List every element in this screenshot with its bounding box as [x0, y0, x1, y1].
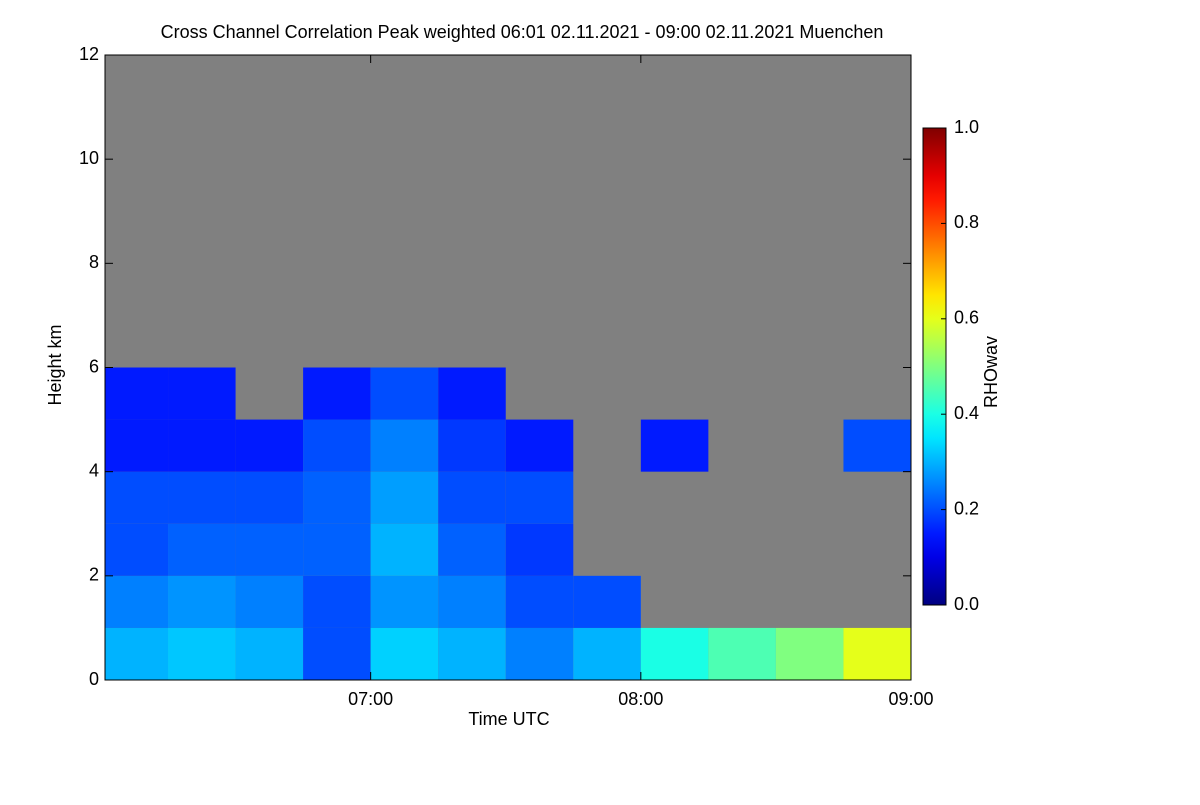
heatmap-cell: [505, 419, 574, 472]
heatmap-cell: [303, 523, 371, 576]
heatmap-cell: [370, 419, 439, 472]
colorbar-tick-label: 0.8: [954, 212, 979, 232]
heatmap-cell: [168, 471, 236, 524]
heatmap-cell: [708, 627, 776, 680]
heatmap-cell: [573, 627, 641, 680]
heatmap-cell: [303, 367, 371, 420]
heatmap-cell: [505, 471, 574, 524]
heatmap-cell: [775, 627, 844, 680]
y-tick-label: 0: [89, 669, 99, 689]
heatmap-cell: [370, 575, 439, 628]
heatmap-cell: [105, 627, 169, 680]
heatmap-cell: [235, 419, 304, 472]
heatmap-cell: [168, 523, 236, 576]
heatmap-cell: [303, 419, 371, 472]
x-tick-label: 08:00: [618, 689, 663, 709]
heatmap-cell: [105, 419, 169, 472]
heatmap-cell: [573, 575, 641, 628]
colorbar-tick-label: 0.0: [954, 594, 979, 614]
heatmap-cell: [168, 627, 236, 680]
heatmap-cell: [438, 471, 506, 524]
heatmap-cell: [370, 627, 439, 680]
heatmap-cell: [843, 627, 911, 680]
heatmap-cell: [370, 471, 439, 524]
heatmap-cell: [370, 367, 439, 420]
colorbar: [922, 127, 947, 606]
colorbar-tick-label: 1.0: [954, 117, 979, 137]
heatmap-cell: [505, 575, 574, 628]
x-axis-label: Time UTC: [468, 709, 549, 729]
x-tick-label: 07:00: [348, 689, 393, 709]
heatmap-cell: [105, 523, 169, 576]
heatmap-cell: [438, 575, 506, 628]
x-tick-label: 09:00: [888, 689, 933, 709]
heatmap-cell: [105, 575, 169, 628]
colorbar-label: RHOwav: [981, 336, 1001, 408]
heatmap-cell: [303, 627, 371, 680]
heatmap-cell: [640, 419, 709, 472]
y-tick-label: 8: [89, 252, 99, 272]
y-tick-label: 6: [89, 356, 99, 376]
heatmap-cell: [843, 419, 911, 472]
heatmap-cell: [505, 627, 574, 680]
heatmap-cell: [168, 575, 236, 628]
heatmap-cell: [105, 367, 169, 420]
heatmap-cell: [438, 627, 506, 680]
y-tick-label: 2: [89, 565, 99, 585]
y-tick-label: 12: [79, 44, 99, 64]
colorbar-tick-label: 0.2: [954, 498, 979, 518]
heatmap-cell: [235, 627, 304, 680]
heatmap-cell: [640, 627, 709, 680]
heatmap: [105, 55, 911, 680]
heatmap-cell: [438, 523, 506, 576]
axes: 0 2 4 6 8 10 12 07:00 08:00 09:00 0.0 0.2 0.4 0.6 0.8 1…: [79, 44, 979, 709]
y-axis-label: Height km: [45, 324, 65, 405]
heatmap-cell: [303, 575, 371, 628]
heatmap-cell: [235, 575, 304, 628]
heatmap-cell: [505, 523, 574, 576]
heatmap-cell: [235, 523, 304, 576]
heatmap-cell: [105, 471, 169, 524]
colorbar-tick-label: 0.6: [954, 308, 979, 328]
heatmap-cell: [438, 367, 506, 420]
colorbar-tick-label: 0.4: [954, 403, 979, 423]
heatmap-cell: [370, 523, 439, 576]
y-tick-label: 10: [79, 148, 99, 168]
y-tick-label: 4: [89, 460, 99, 480]
heatmap-cell: [168, 419, 236, 472]
heatmap-cell: [168, 367, 236, 420]
heatmap-cell: [235, 471, 304, 524]
heatmap-cell: [303, 471, 371, 524]
chart-title: Cross Channel Correlation Peak weighted …: [161, 22, 884, 42]
heatmap-cell: [438, 419, 506, 472]
